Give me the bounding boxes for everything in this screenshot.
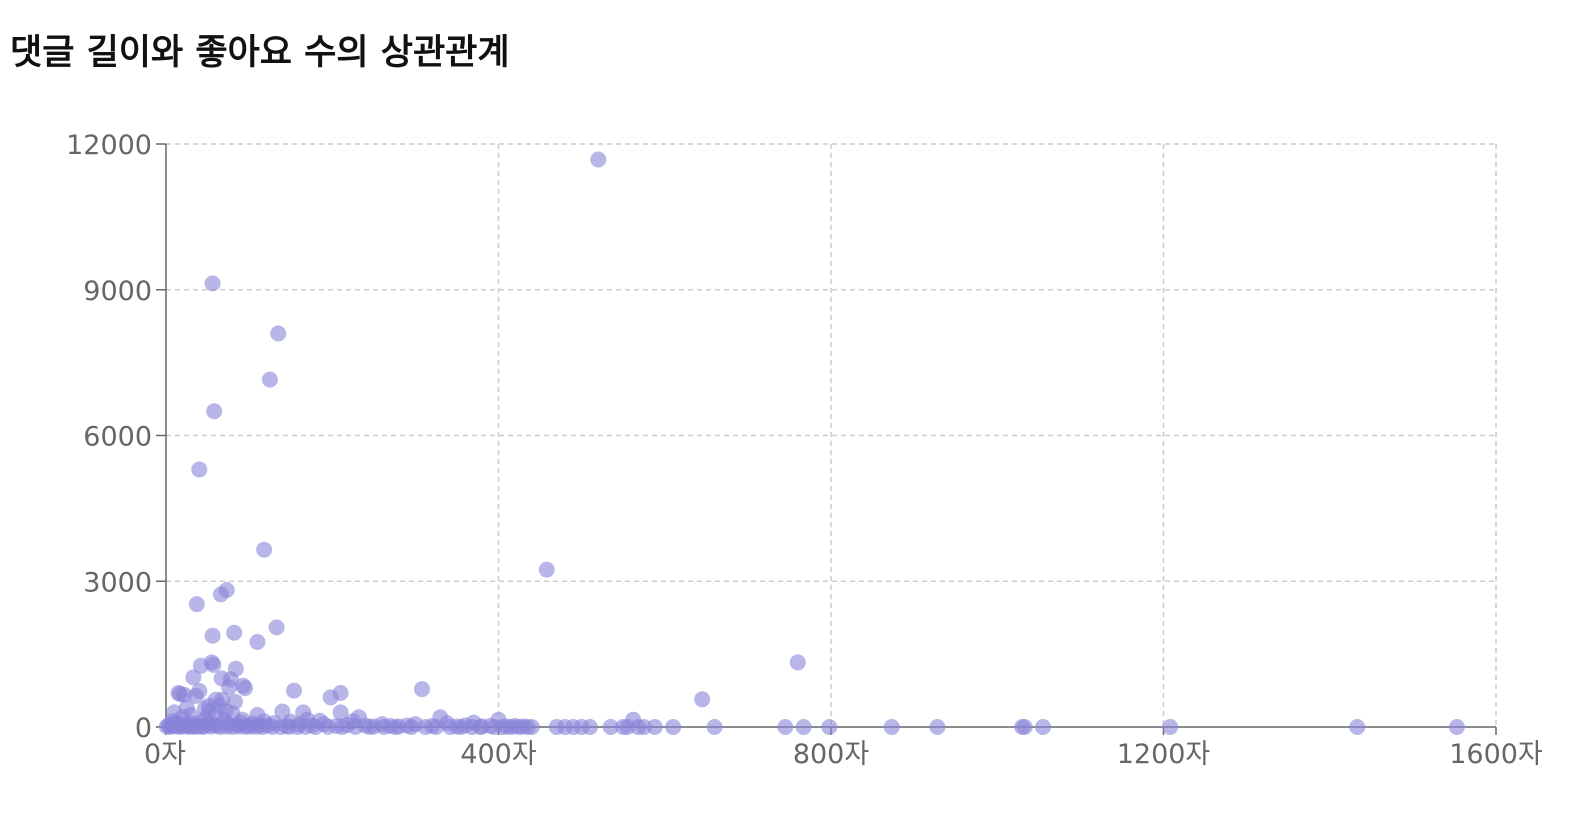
scatter-point — [1349, 719, 1366, 735]
scatter-point — [261, 371, 278, 388]
scatter-point — [270, 325, 287, 342]
scatter-point — [185, 669, 202, 686]
scatter-point — [204, 275, 221, 292]
scatter-point — [694, 691, 711, 708]
data-points — [158, 151, 1465, 735]
chart-title: 댓글 길이와 좋아요 수의 상관관계 — [10, 33, 510, 73]
scatter-point — [821, 719, 838, 735]
x-tick-label: 400자 — [460, 739, 537, 770]
axes — [156, 143, 1497, 735]
scatter-point — [322, 689, 339, 706]
scatter-point — [706, 719, 723, 735]
scatter-point — [929, 719, 946, 735]
scatter-point — [307, 719, 324, 735]
scatter-point — [1162, 719, 1179, 735]
scatter-point — [665, 719, 682, 735]
scatter-point — [192, 657, 209, 674]
scatter-point — [286, 682, 302, 699]
scatter-point — [205, 656, 222, 673]
scatter-point — [249, 634, 266, 650]
scatter-point — [332, 704, 349, 721]
scatter-point — [191, 461, 208, 478]
scatter-point — [268, 619, 285, 636]
scatter-point — [538, 561, 555, 578]
scatter-point — [519, 719, 536, 735]
scatter-point — [602, 719, 619, 735]
scatter-point — [789, 654, 806, 671]
scatter-point — [204, 627, 221, 644]
scatter-point — [581, 719, 598, 735]
scatter-point — [1035, 719, 1051, 735]
scatter-point — [256, 541, 273, 558]
scatter-point — [1448, 719, 1465, 735]
scatter-point — [472, 719, 489, 735]
scatter-point — [237, 680, 253, 697]
scatter-point — [375, 719, 392, 735]
scatter-point — [646, 719, 663, 735]
scatter-point — [403, 719, 420, 735]
x-tick-label: 0자 — [144, 739, 186, 770]
y-tick-label: 6000 — [83, 422, 152, 453]
y-tick-label: 12000 — [66, 130, 152, 161]
y-tick-label: 0 — [135, 713, 152, 744]
scatter-point — [883, 719, 900, 735]
scatter-point — [187, 687, 204, 704]
x-tick-label: 1600자 — [1449, 739, 1543, 770]
scatter-point — [226, 624, 243, 641]
y-tick-label: 9000 — [83, 276, 152, 307]
scatter-point — [428, 719, 445, 735]
tick-labels: 0 3000 6000 9000 12000 0자 400자 800자 1200자 1600자 — [66, 130, 1543, 770]
scatter-point — [777, 719, 794, 735]
scatter-point — [221, 679, 238, 696]
scatter-point — [334, 719, 351, 735]
x-tick-label: 1200자 — [1117, 739, 1211, 770]
scatter-point — [320, 718, 337, 735]
scatter-point — [361, 719, 378, 735]
x-tick-label: 800자 — [793, 739, 870, 770]
scatter-point — [188, 596, 205, 613]
scatter-point — [1016, 719, 1033, 735]
scatter-point — [387, 719, 404, 735]
y-tick-label: 3000 — [83, 567, 152, 598]
scatter-point — [795, 719, 812, 735]
scatter-point — [590, 151, 607, 168]
scatter-point — [347, 718, 364, 735]
scatter-point — [206, 403, 223, 420]
scatter-point — [176, 686, 193, 703]
scatter-point — [212, 586, 229, 603]
scatter-point — [414, 681, 430, 698]
grid — [166, 143, 1497, 727]
